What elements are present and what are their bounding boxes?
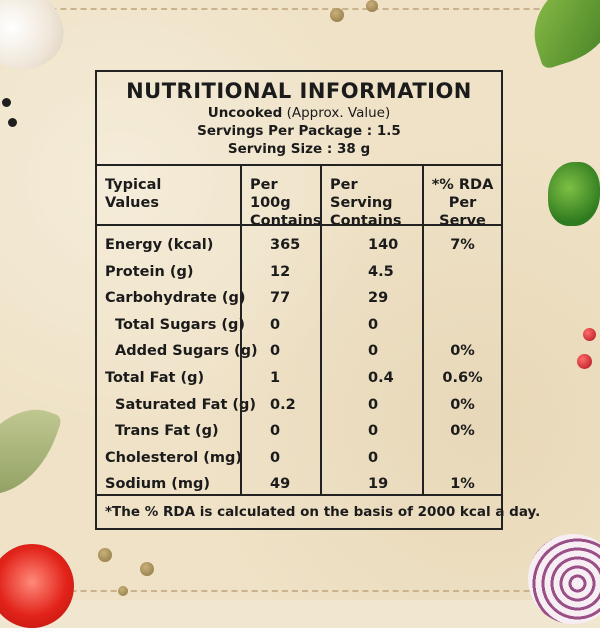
nutrient-name: Saturated Fat (g) — [115, 396, 257, 413]
per-serving-value: 0 — [368, 396, 379, 413]
rda-value: 0% — [450, 343, 475, 360]
seed-icon — [366, 0, 378, 12]
per-serving-value: 0 — [368, 316, 379, 333]
nutrition-label: NUTRITIONAL INFORMATION Uncooked (Approx… — [95, 70, 541, 530]
tomato-icon — [0, 544, 74, 628]
serving-size: Serving Size : 38 g — [227, 141, 371, 157]
nutrient-name: Total Sugars (g) — [115, 316, 246, 333]
nutrient-name: Energy (kcal) — [105, 237, 214, 253]
pink-peppercorn-icon — [577, 354, 592, 369]
nutrient-table-body: Energy (kcal) Protein (g) Carbohydrate (… — [97, 226, 501, 496]
rda-footnote: *The % RDA is calculated on the basis of… — [105, 504, 541, 520]
nutrient-name: Added Sugars (g) — [115, 343, 258, 360]
top-dashed-border — [0, 8, 600, 10]
header-line: *% RDA — [431, 177, 494, 193]
header-line: Typical — [105, 177, 162, 193]
per-serving-value: 19 — [368, 476, 389, 493]
header-line: Values — [105, 195, 159, 211]
per-serving-column: 140 4.5 29 0 0 0.4 0 0 0 19 — [320, 226, 422, 494]
uncooked-line: Uncooked (Approx. Value) — [97, 104, 501, 122]
header-rda: *% RDA Per Serve — [422, 166, 501, 229]
header-line: Per Serve — [439, 195, 486, 229]
uncooked-text: Uncooked — [207, 105, 283, 121]
per-100g-value: 49 — [270, 476, 291, 493]
nutrient-name: Protein (g) — [105, 263, 194, 280]
per-serving-value: 140 — [368, 237, 399, 253]
per-serving-value: 0 — [368, 343, 379, 360]
seed-icon — [98, 548, 112, 562]
peppercorn-icon — [2, 98, 11, 107]
bottom-dashed-border — [0, 590, 600, 592]
per-100g-value: 12 — [270, 263, 291, 280]
seed-icon — [118, 586, 128, 596]
header-per-100g: Per 100g Contains — [240, 166, 322, 229]
nutrient-name: Cholesterol (mg) — [105, 449, 242, 466]
rda-value: 7% — [450, 237, 475, 253]
background — [0, 0, 600, 600]
rda-value: 0.6% — [442, 369, 483, 386]
nutrient-name: Total Fat (g) — [105, 369, 205, 386]
per-100g-value: 0 — [270, 449, 281, 466]
nutrient-name: Trans Fat (g) — [115, 423, 219, 440]
nutrient-name: Carbohydrate (g) — [105, 290, 246, 307]
rda-value: 0% — [450, 396, 475, 413]
rda-value — [424, 285, 501, 312]
seed-icon — [140, 562, 154, 576]
per-100g-value: 0.2 — [270, 396, 296, 413]
header-line: Per Serving — [330, 177, 393, 211]
per-100g-column: 365 12 77 0 0 1 0.2 0 0 49 — [240, 226, 320, 494]
rda-value — [424, 445, 501, 472]
per-100g-value: 77 — [270, 290, 291, 307]
per-100g-value: 0 — [270, 343, 281, 360]
header-line: Contains — [250, 213, 322, 229]
per-serving-value: 4.5 — [368, 263, 394, 280]
per-serving-value: 29 — [368, 290, 389, 307]
rda-value: 0% — [450, 423, 475, 440]
per-serving-value: 0 — [368, 449, 379, 466]
rda-value — [424, 259, 501, 286]
cilantro-icon — [548, 162, 600, 226]
header-per-serving: Per Serving Contains — [320, 166, 422, 229]
column-headers: Typical Values Per 100g Contains Per Servi… — [97, 166, 501, 229]
rda-column: 7% 0% 0.6% 0% 0% 1% — [422, 226, 501, 494]
header-line: Per 100g — [250, 177, 291, 211]
servings-per-package: Servings Per Package : 1.5 — [197, 123, 401, 139]
pink-peppercorn-icon — [583, 328, 596, 341]
label-title: NUTRITIONAL INFORMATION — [126, 79, 472, 103]
peppercorn-icon — [8, 118, 17, 127]
header-line: Contains — [330, 213, 402, 229]
per-serving-value: 0 — [368, 423, 379, 440]
rda-value: 1% — [450, 476, 475, 493]
per-serving-value: 0.4 — [368, 369, 394, 386]
header-typical-values: Typical Values — [97, 166, 240, 224]
per-100g-value: 1 — [270, 369, 281, 386]
nutrient-names-column: Energy (kcal) Protein (g) Carbohydrate (… — [97, 226, 258, 494]
per-100g-value: 365 — [270, 237, 301, 253]
label-header: NUTRITIONAL INFORMATION Uncooked (Approx… — [97, 72, 501, 166]
rda-value — [424, 312, 501, 339]
per-100g-value: 0 — [270, 316, 281, 333]
nutrient-name: Sodium (mg) — [105, 476, 210, 493]
seed-icon — [330, 8, 344, 22]
approx-note: (Approx. Value) — [282, 105, 391, 121]
per-100g-value: 0 — [270, 423, 281, 440]
